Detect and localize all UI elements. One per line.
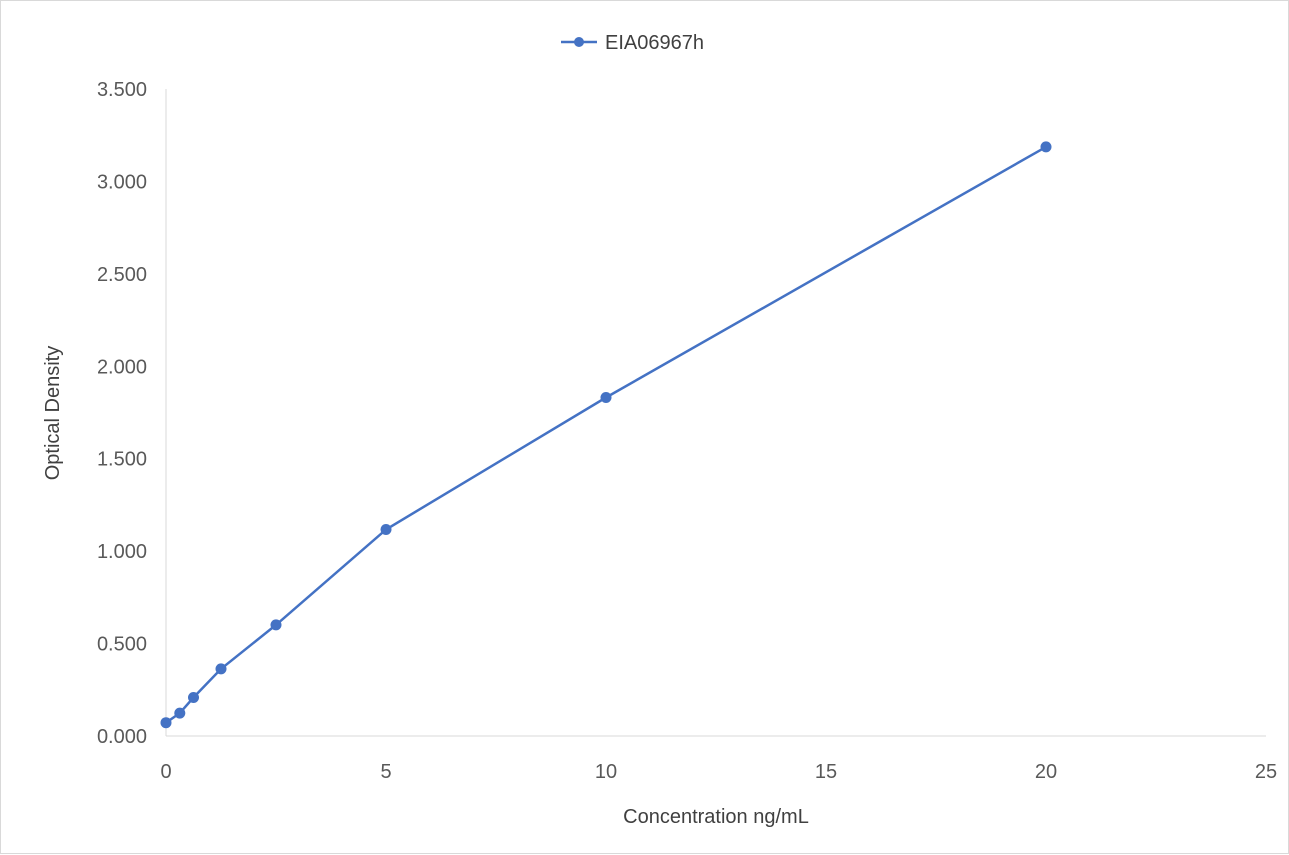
- y-tick-label: 0.000: [97, 726, 147, 748]
- x-tick-label: 20: [1035, 761, 1057, 783]
- x-tick-label: 10: [595, 761, 617, 783]
- y-tick-labels: 0.000 0.500 1.000 1.500 2.000 2.500 3.000 3.500: [97, 79, 147, 748]
- x-tick-label: 25: [1255, 761, 1277, 783]
- y-tick-label: 0.500: [97, 634, 147, 656]
- axes: [165, 89, 1266, 737]
- series-eia06967h: [160, 141, 1052, 729]
- y-tick-label: 2.500: [97, 264, 147, 286]
- data-point: [160, 717, 172, 729]
- data-point: [1040, 141, 1052, 153]
- y-tick-label: 3.500: [97, 79, 147, 101]
- legend: EIA06967h: [561, 32, 704, 54]
- series-line: [165, 145, 1047, 724]
- y-tick-label: 1.000: [97, 541, 147, 563]
- data-point: [270, 619, 282, 631]
- y-axis-title: Optical Density: [42, 346, 64, 481]
- legend-label: EIA06967h: [605, 32, 704, 54]
- data-point: [174, 707, 186, 719]
- y-tick-label: 3.000: [97, 171, 147, 193]
- data-point: [215, 663, 227, 675]
- x-tick-labels: 0 5 10 15 20 25: [160, 761, 1277, 783]
- x-tick-label: 15: [815, 761, 837, 783]
- y-tick-label: 2.000: [97, 356, 147, 378]
- y-tick-label: 1.500: [97, 449, 147, 471]
- x-tick-label: 0: [160, 761, 171, 783]
- legend-marker: [574, 37, 584, 47]
- data-point: [188, 692, 199, 703]
- data-point: [380, 524, 392, 535]
- x-tick-label: 5: [380, 761, 391, 783]
- data-point: [600, 392, 612, 403]
- x-axis-title: Concentration ng/mL: [623, 806, 809, 828]
